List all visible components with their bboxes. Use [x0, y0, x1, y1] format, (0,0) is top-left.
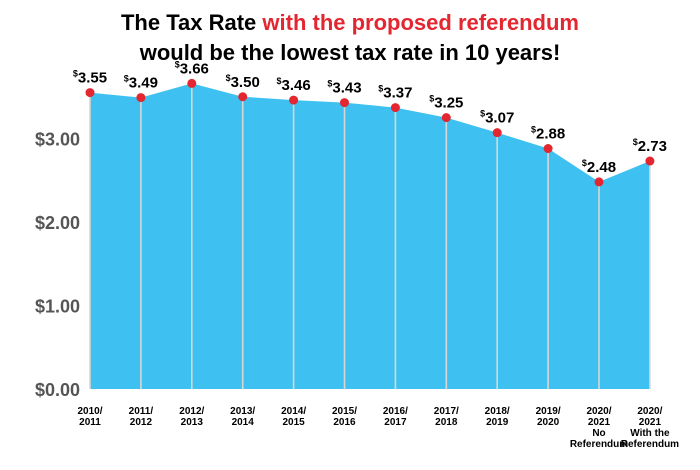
- data-label: $3.49: [124, 74, 158, 92]
- data-label: $3.50: [226, 73, 260, 91]
- currency-symbol: $: [633, 137, 638, 147]
- x-tick-line: 2020: [537, 417, 560, 428]
- x-tick-line: 2011/: [129, 406, 154, 417]
- data-value: 2.48: [587, 159, 616, 176]
- x-tick-line: 2016: [333, 417, 356, 428]
- currency-symbol: $: [480, 109, 485, 119]
- data-label: $3.46: [276, 76, 310, 94]
- data-point: [492, 128, 502, 138]
- x-tick-label: 2011/2012: [129, 406, 154, 428]
- x-tick-line: 2015/: [332, 406, 357, 417]
- data-label: $2.88: [531, 125, 565, 143]
- data-point: [136, 93, 146, 103]
- currency-symbol: $: [429, 94, 434, 104]
- data-label: $3.07: [480, 109, 514, 127]
- data-point: [390, 103, 400, 113]
- x-tick-line: 2020/: [586, 406, 611, 417]
- data-value: 3.66: [180, 60, 209, 77]
- data-label: $2.73: [633, 137, 667, 155]
- data-label: $3.55: [73, 69, 107, 87]
- data-label: $3.43: [327, 79, 361, 97]
- data-value: 3.50: [231, 74, 260, 91]
- data-value: 3.49: [129, 75, 158, 92]
- y-tick-label: $1.00: [35, 297, 80, 317]
- x-tick-label: 2012/2013: [179, 406, 204, 428]
- x-tick-label: 2013/2014: [230, 406, 255, 428]
- x-tick-line: 2014: [232, 417, 255, 428]
- x-tick-label: 2018/2019: [485, 406, 510, 428]
- data-point: [238, 92, 248, 102]
- x-tick-label: 2015/2016: [332, 406, 357, 428]
- x-tick-line: 2014/: [281, 406, 306, 417]
- data-point: [594, 177, 604, 187]
- area-fill: [90, 83, 650, 389]
- data-point: [340, 98, 349, 108]
- data-point: [543, 144, 553, 154]
- x-tick-line: 2021: [588, 417, 611, 428]
- x-tick-line: 2010/: [77, 406, 102, 417]
- x-tick-line: Referendum: [621, 439, 679, 450]
- data-label: $2.48: [582, 158, 616, 176]
- x-tick-label: 2020/2021 With the Referendum: [621, 406, 679, 450]
- currency-symbol: $: [124, 74, 129, 84]
- x-tick-line: 2011: [79, 417, 101, 428]
- x-tick-line: 2016/: [383, 406, 408, 417]
- data-value: 3.43: [332, 80, 361, 97]
- x-tick-line: 2013: [181, 417, 204, 428]
- x-tick-line: 2012: [130, 417, 153, 428]
- x-tick-line: 2018/: [485, 406, 510, 417]
- data-point: [289, 95, 299, 105]
- data-point: [187, 78, 197, 88]
- data-value: 3.55: [78, 70, 107, 87]
- x-tick-line: No: [592, 428, 605, 439]
- currency-symbol: $: [276, 76, 281, 86]
- data-label: $3.25: [429, 94, 463, 112]
- x-tick-line: With the: [630, 428, 670, 439]
- data-value: 3.37: [383, 85, 412, 102]
- currency-symbol: $: [327, 79, 332, 89]
- currency-symbol: $: [226, 73, 231, 83]
- y-tick-label: $3.00: [35, 130, 80, 150]
- currency-symbol: $: [175, 59, 180, 69]
- data-label: $3.37: [378, 84, 412, 102]
- data-point: [645, 156, 655, 166]
- x-tick-line: Referendum: [570, 439, 628, 450]
- title-line-2: would be the lowest tax rate in 10 years…: [139, 40, 561, 65]
- data-point: [85, 88, 95, 98]
- x-tick-line: 2019: [486, 417, 509, 428]
- x-tick-line: 2015: [282, 417, 305, 428]
- title-highlight: with the proposed referendum: [262, 10, 579, 35]
- x-tick-label: 2020/2021 No Referendum: [570, 406, 628, 450]
- x-tick-label: 2010/2011: [77, 406, 102, 428]
- y-tick-label: $0.00: [35, 380, 80, 400]
- data-value: 3.46: [282, 77, 311, 94]
- title-line-1: The Tax Rate with the proposed referendu…: [0, 8, 700, 38]
- x-tick-line: 2017: [384, 417, 407, 428]
- data-value: 3.07: [485, 110, 514, 127]
- x-tick-line: 2018: [435, 417, 458, 428]
- data-value: 2.73: [638, 138, 667, 155]
- x-tick-label: 2016/2017: [383, 406, 408, 428]
- data-value: 2.88: [536, 126, 565, 143]
- chart-title: The Tax Rate with the proposed referendu…: [0, 8, 700, 68]
- currency-symbol: $: [582, 158, 587, 168]
- x-tick-line: 2012/: [179, 406, 204, 417]
- x-tick-label: 2014/2015: [281, 406, 306, 428]
- currency-symbol: $: [73, 69, 78, 79]
- y-tick-label: $2.00: [35, 213, 80, 233]
- x-tick-line: 2020/: [637, 406, 662, 417]
- title-text: The Tax Rate: [120, 10, 263, 35]
- x-tick-line: 2017/: [434, 406, 459, 417]
- currency-symbol: $: [531, 125, 536, 135]
- x-tick-line: 2013/: [230, 406, 255, 417]
- x-tick-line: 2019/: [536, 406, 561, 417]
- x-tick-line: 2021: [639, 417, 662, 428]
- currency-symbol: $: [378, 84, 383, 94]
- data-label: $3.66: [175, 59, 209, 77]
- data-value: 3.25: [434, 95, 463, 112]
- x-tick-label: 2017/2018: [434, 406, 459, 428]
- x-tick-label: 2019/2020: [536, 406, 561, 428]
- data-point: [441, 113, 451, 123]
